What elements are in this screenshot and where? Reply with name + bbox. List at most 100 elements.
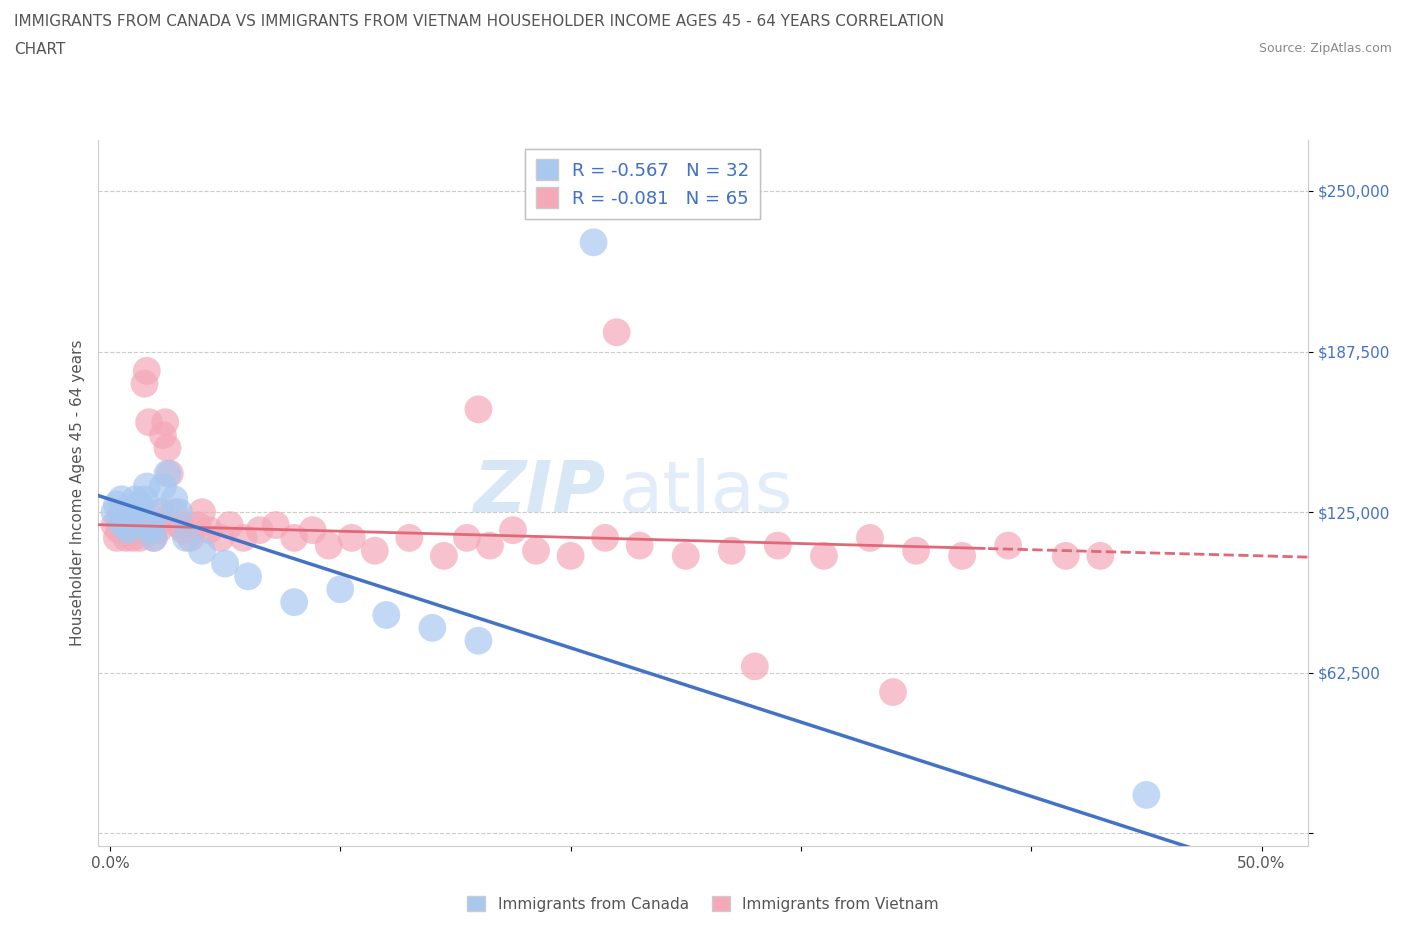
Point [560, 549, 582, 564]
Point [997, 538, 1019, 553]
Point [301, 523, 323, 538]
Point [127, 518, 149, 533]
Point [124, 523, 146, 538]
Point [156, 441, 179, 456]
Point [456, 530, 478, 545]
Point [163, 492, 186, 507]
Point [128, 497, 150, 512]
Point [264, 518, 287, 533]
Point [744, 659, 766, 674]
Point [191, 543, 214, 558]
Point [108, 512, 131, 527]
Point [813, 549, 835, 564]
Point [163, 505, 186, 520]
Point [340, 530, 363, 545]
Point [173, 523, 195, 538]
Point [128, 530, 150, 545]
Text: ZIP: ZIP [474, 458, 606, 527]
Point [145, 518, 167, 533]
Point [103, 505, 125, 520]
Point [108, 523, 131, 538]
Point [105, 497, 128, 512]
Text: CHART: CHART [14, 42, 66, 57]
Point [198, 523, 221, 538]
Point [214, 556, 236, 571]
Point [110, 492, 132, 507]
Point [134, 377, 156, 392]
Point [191, 505, 214, 520]
Point [905, 543, 928, 558]
Point [283, 530, 305, 545]
Point [232, 530, 254, 545]
Point [167, 518, 190, 533]
Point [138, 415, 160, 430]
Point [159, 466, 181, 481]
Legend: Immigrants from Canada, Immigrants from Vietnam: Immigrants from Canada, Immigrants from … [461, 889, 945, 918]
Point [186, 518, 208, 533]
Point [375, 607, 398, 622]
Point [236, 569, 259, 584]
Point [720, 543, 742, 558]
Legend: R = -0.567   N = 32, R = -0.081   N = 65: R = -0.567 N = 32, R = -0.081 N = 65 [524, 149, 761, 219]
Point [422, 620, 444, 635]
Point [138, 518, 160, 533]
Point [1054, 549, 1077, 564]
Point [249, 523, 271, 538]
Y-axis label: Householder Income Ages 45 - 64 years: Householder Income Ages 45 - 64 years [69, 339, 84, 646]
Point [110, 505, 132, 520]
Point [502, 523, 524, 538]
Point [218, 518, 240, 533]
Point [112, 518, 135, 533]
Point [134, 492, 156, 507]
Point [593, 530, 616, 545]
Point [364, 543, 387, 558]
Point [882, 684, 904, 699]
Point [156, 466, 179, 481]
Point [329, 582, 352, 597]
Point [120, 518, 142, 533]
Point [115, 530, 138, 545]
Point [1135, 788, 1157, 803]
Point [859, 530, 882, 545]
Point [152, 479, 174, 494]
Point [606, 325, 628, 339]
Point [283, 594, 305, 609]
Point [135, 364, 157, 379]
Point [524, 543, 547, 558]
Point [155, 415, 177, 430]
Point [950, 549, 973, 564]
Point [149, 505, 172, 520]
Point [398, 530, 420, 545]
Point [112, 518, 135, 533]
Point [120, 518, 142, 533]
Point [152, 428, 174, 443]
Point [478, 538, 501, 553]
Point [105, 530, 128, 545]
Point [148, 505, 170, 520]
Text: Source: ZipAtlas.com: Source: ZipAtlas.com [1258, 42, 1392, 55]
Point [209, 530, 232, 545]
Point [122, 505, 145, 520]
Point [318, 538, 340, 553]
Point [117, 523, 139, 538]
Point [174, 530, 197, 545]
Point [117, 523, 139, 538]
Point [675, 549, 697, 564]
Point [180, 530, 202, 545]
Point [115, 505, 138, 520]
Point [467, 402, 489, 417]
Point [122, 530, 145, 545]
Point [148, 523, 170, 538]
Point [1090, 549, 1112, 564]
Point [582, 235, 605, 250]
Text: atlas: atlas [619, 458, 793, 527]
Point [467, 633, 489, 648]
Point [135, 479, 157, 494]
Point [142, 530, 165, 545]
Text: IMMIGRANTS FROM CANADA VS IMMIGRANTS FROM VIETNAM HOUSEHOLDER INCOME AGES 45 - 6: IMMIGRANTS FROM CANADA VS IMMIGRANTS FRO… [14, 14, 945, 29]
Point [141, 523, 163, 538]
Point [131, 523, 153, 538]
Point [433, 549, 456, 564]
Point [628, 538, 651, 553]
Point [142, 530, 165, 545]
